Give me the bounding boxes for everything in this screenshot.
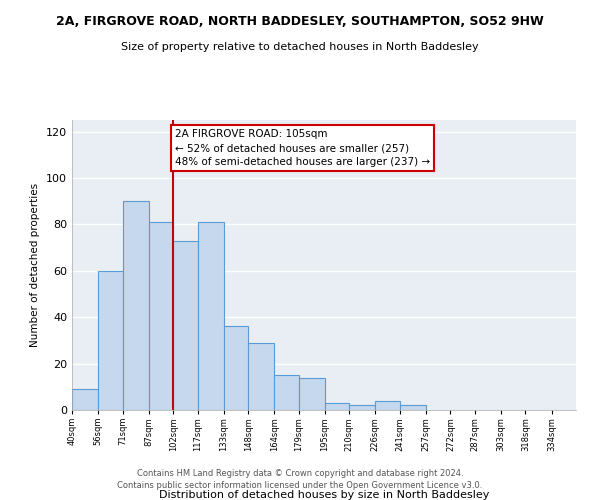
Bar (400, 406, 426, 410)
Text: Size of property relative to detached houses in North Baddesley: Size of property relative to detached ho… (121, 42, 479, 52)
Bar (173, 240, 197, 410)
Bar (325, 403, 349, 410)
Bar (224, 326, 248, 410)
Bar (376, 400, 400, 410)
Y-axis label: Number of detached properties: Number of detached properties (31, 183, 40, 347)
Bar (72, 389, 98, 410)
Bar (248, 342, 274, 410)
Text: 2A FIRGROVE ROAD: 105sqm
← 52% of detached houses are smaller (257)
48% of semi-: 2A FIRGROVE ROAD: 105sqm ← 52% of detach… (175, 130, 430, 168)
Bar (122, 201, 149, 410)
Bar (299, 378, 325, 410)
Bar (149, 222, 173, 410)
Text: 2A, FIRGROVE ROAD, NORTH BADDESLEY, SOUTHAMPTON, SO52 9HW: 2A, FIRGROVE ROAD, NORTH BADDESLEY, SOUT… (56, 15, 544, 28)
Text: Contains HM Land Registry data © Crown copyright and database right 2024.: Contains HM Land Registry data © Crown c… (137, 468, 463, 477)
Bar (197, 222, 224, 410)
Text: Contains public sector information licensed under the Open Government Licence v3: Contains public sector information licen… (118, 481, 482, 490)
Bar (274, 375, 299, 410)
Bar (98, 271, 122, 410)
Bar (349, 406, 376, 410)
X-axis label: Distribution of detached houses by size in North Baddesley: Distribution of detached houses by size … (159, 490, 489, 500)
